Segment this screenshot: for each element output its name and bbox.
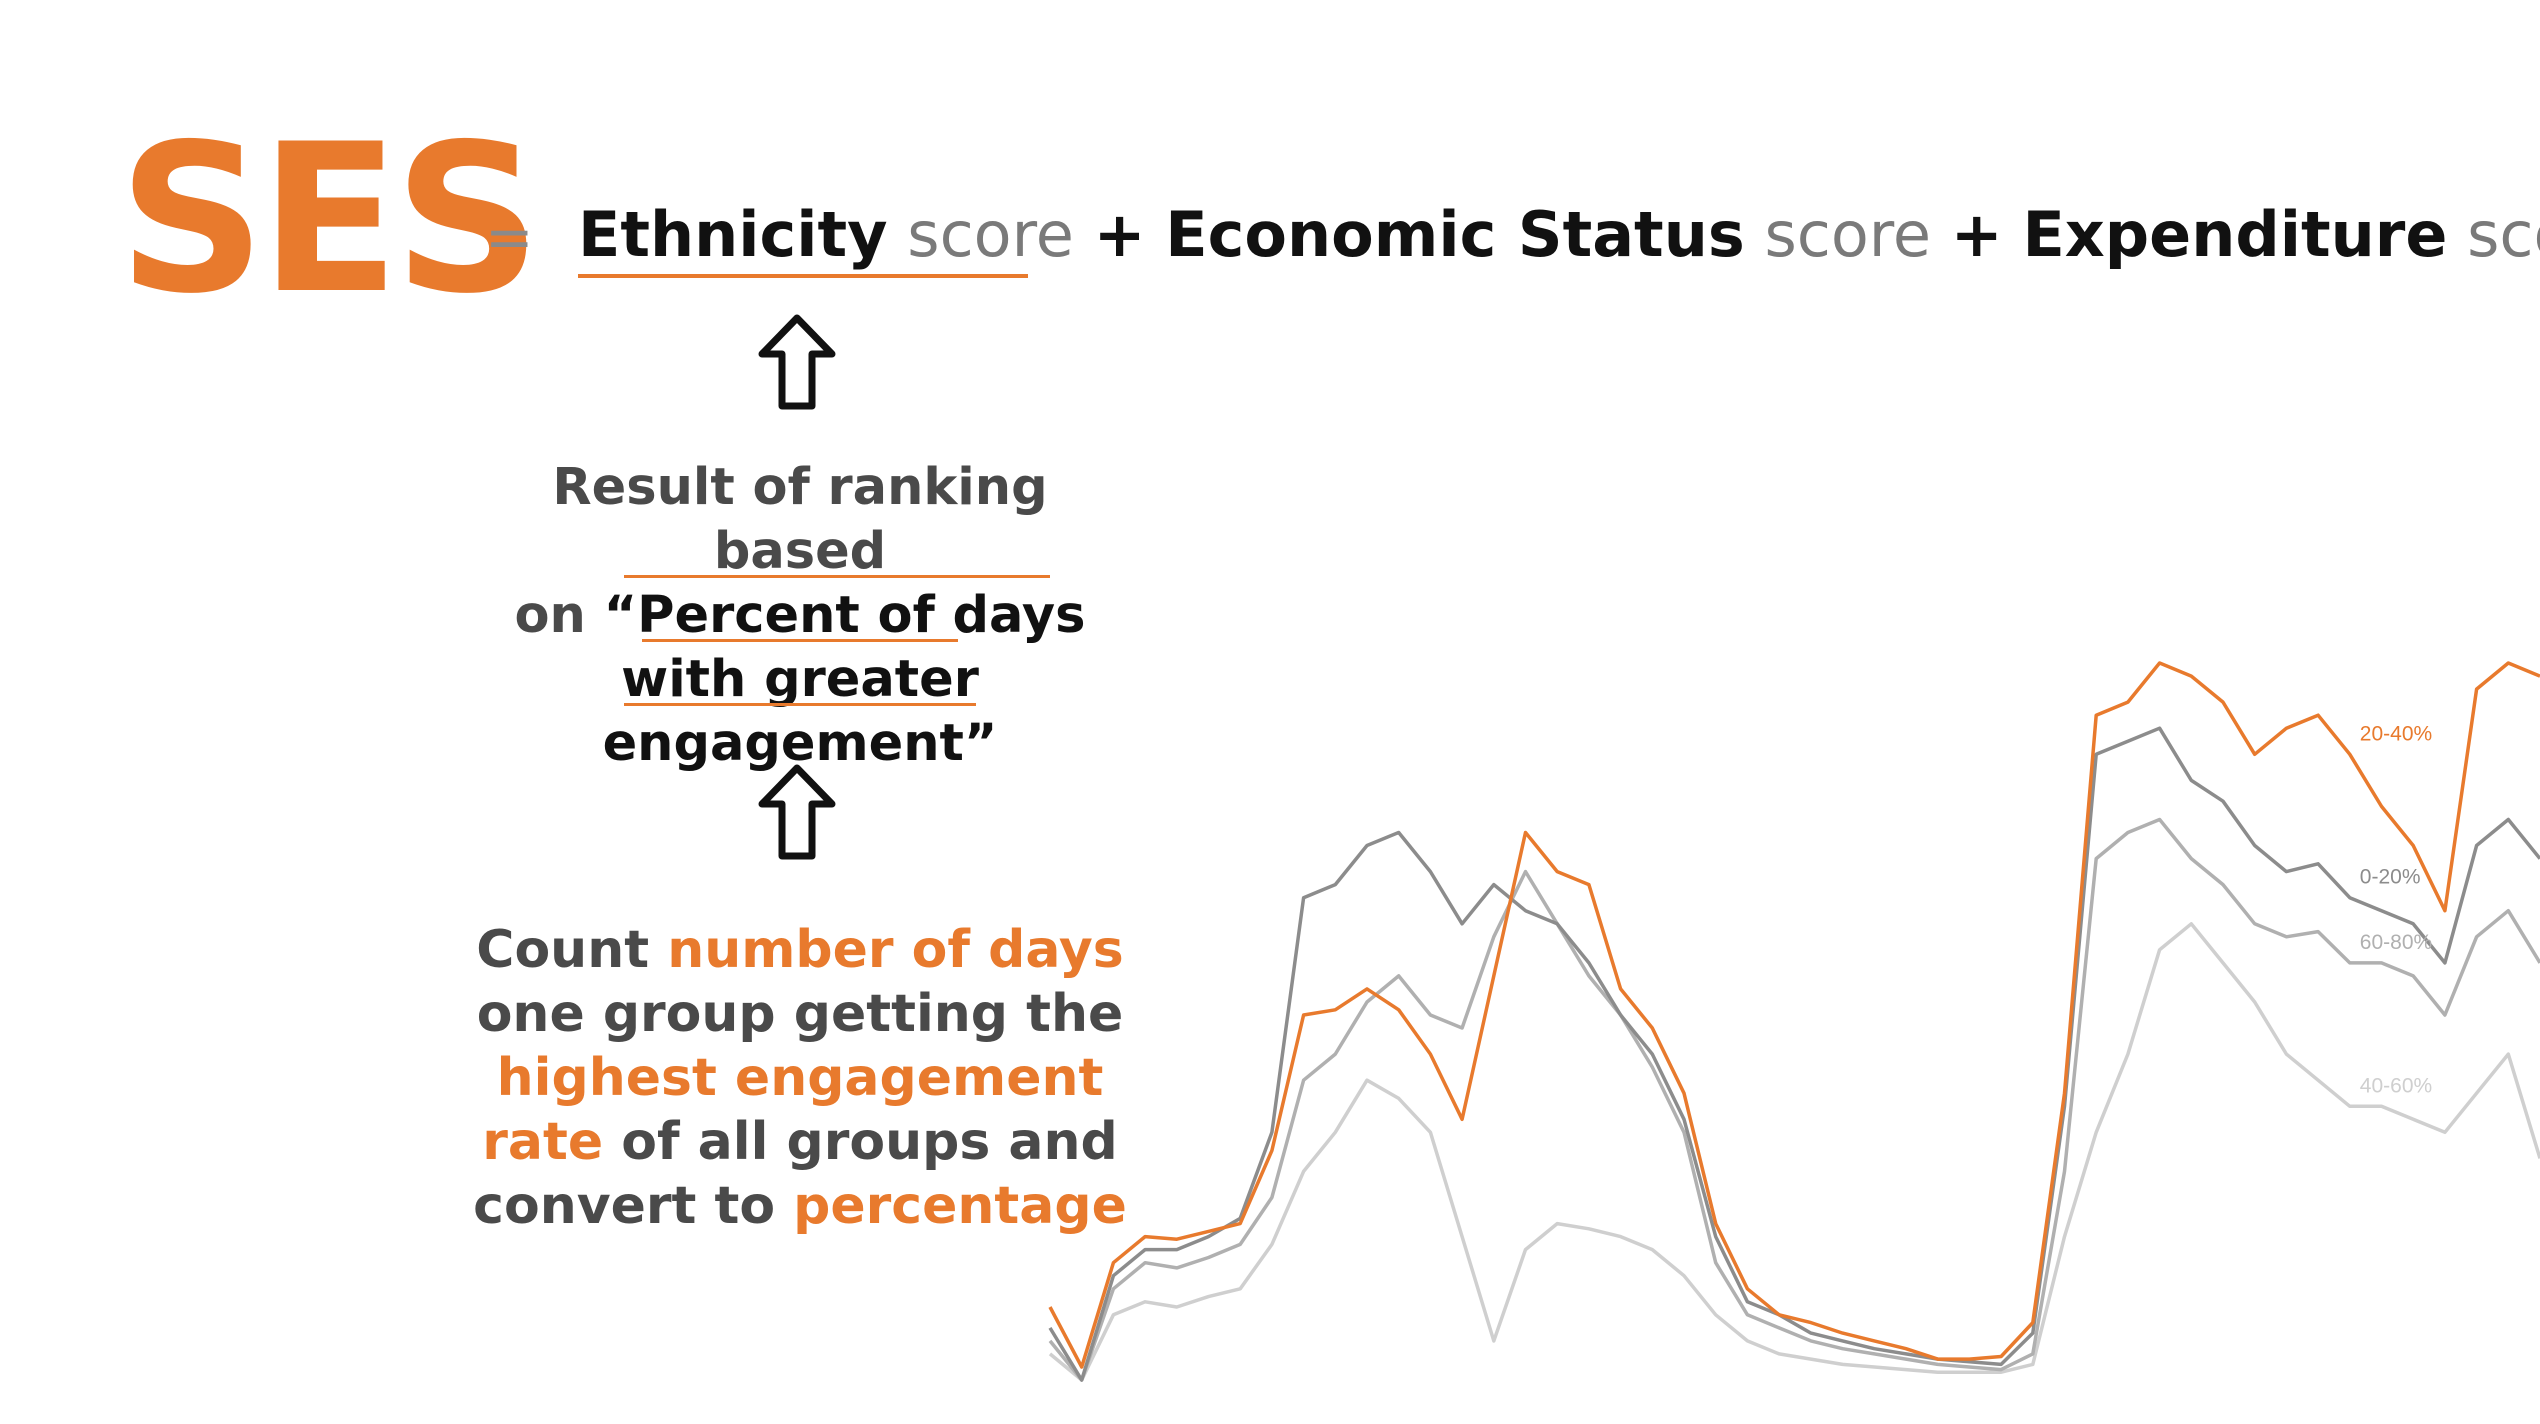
ranking-line-1: Result of ranking based bbox=[552, 458, 1048, 581]
series-line-0-20% bbox=[1048, 726, 2540, 1382]
count-text-normal: of all groups and bbox=[621, 1112, 1118, 1172]
ethnicity-score-label: score bbox=[907, 198, 1074, 271]
ses-formula: Ethnicity score + Economic Status score … bbox=[578, 204, 2540, 266]
count-line-5: convert to percentage bbox=[470, 1174, 1130, 1238]
count-line-2: one group getting the bbox=[476, 984, 1124, 1044]
economic-status-score-label: score bbox=[1764, 198, 1932, 271]
series-line-20-40% bbox=[1048, 661, 2540, 1369]
expenditure-score-label: score bbox=[2467, 198, 2540, 271]
series-label-20-40%: 20-40% bbox=[2360, 722, 2432, 745]
count-text-highlight: number of days bbox=[667, 920, 1124, 980]
count-line-4: rate of all groups and bbox=[470, 1110, 1130, 1174]
up-arrow-icon bbox=[758, 764, 836, 860]
count-text-highlight: rate bbox=[482, 1112, 604, 1172]
ethnicity-underline bbox=[578, 274, 1028, 278]
count-text-normal: convert to bbox=[473, 1176, 776, 1236]
count-explanation: Count number of days one group getting t… bbox=[470, 918, 1130, 1238]
count-text-normal: Count bbox=[476, 920, 650, 980]
plus-operator: + bbox=[1093, 198, 1146, 271]
count-line-1: Count number of days bbox=[470, 918, 1130, 982]
equals-sign: = bbox=[485, 203, 534, 271]
economic-status-term: Economic Status bbox=[1165, 198, 1745, 271]
series-label-0-20%: 0-20% bbox=[2360, 866, 2421, 889]
count-text-highlight: percentage bbox=[793, 1176, 1127, 1236]
series-line-60-80% bbox=[1048, 817, 2540, 1382]
ranking-highlight-1: “Percent of days bbox=[603, 586, 1086, 645]
ranking-line-2: on “Percent of days bbox=[470, 584, 1130, 648]
ranking-explanation: Result of ranking based on “Percent of d… bbox=[470, 456, 1130, 776]
series-line-40-60% bbox=[1048, 922, 2540, 1382]
ranking-line-3: with greater bbox=[621, 650, 979, 709]
ranking-line-2-prefix: on bbox=[514, 586, 586, 645]
ranking-underline-2 bbox=[642, 639, 958, 642]
plus-operator: + bbox=[1950, 198, 2003, 271]
ranking-underline-3 bbox=[624, 703, 976, 706]
count-line-3: highest engagement bbox=[496, 1048, 1104, 1108]
expenditure-term: Expenditure bbox=[2022, 198, 2448, 271]
ethnicity-term: Ethnicity bbox=[578, 198, 888, 271]
ses-title: SES bbox=[118, 101, 541, 339]
up-arrow-icon bbox=[758, 314, 836, 410]
ranking-underline-1 bbox=[624, 575, 1050, 578]
ranking-line-4: engagement” bbox=[602, 714, 998, 773]
series-label-60-80%: 60-80% bbox=[2360, 931, 2432, 954]
engagement-line-chart: 20-40% 0-20% 60-80% 40-60% bbox=[1048, 661, 2540, 1382]
series-label-40-60%: 40-60% bbox=[2360, 1074, 2432, 1097]
